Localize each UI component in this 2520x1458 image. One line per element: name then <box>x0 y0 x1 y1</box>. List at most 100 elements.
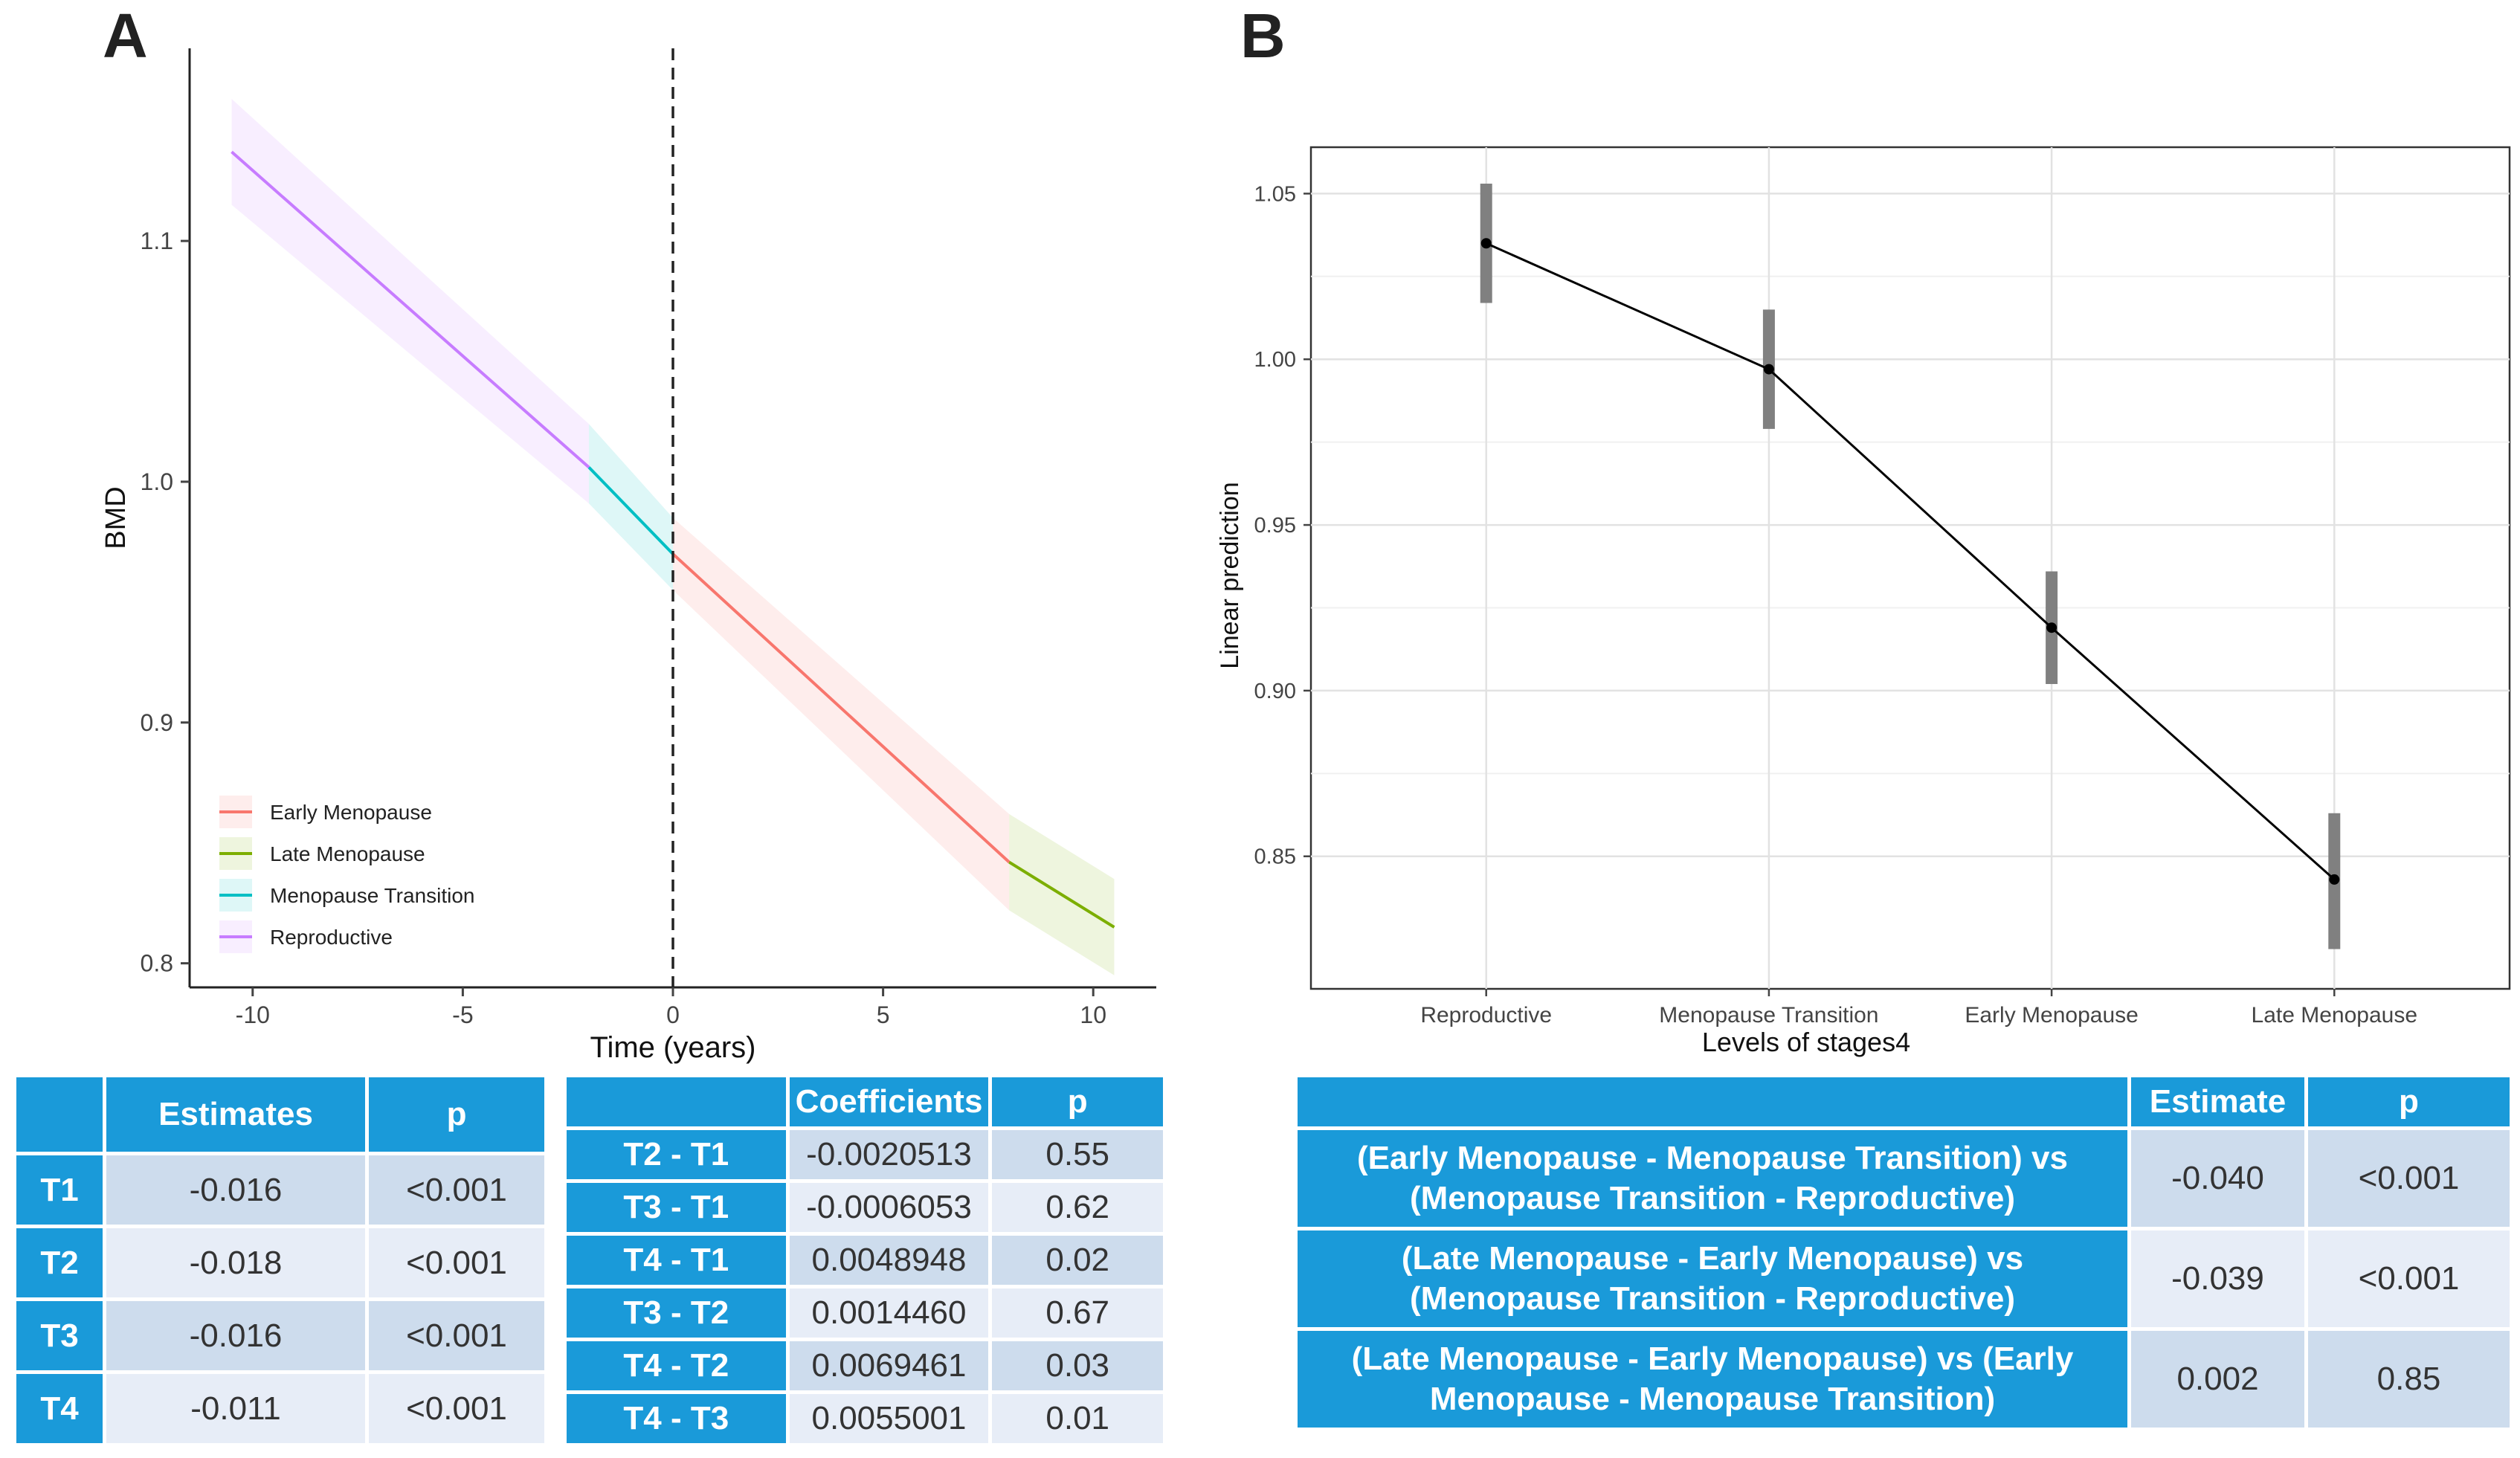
data-point <box>1480 238 1492 249</box>
row-label: T3 <box>16 1301 103 1370</box>
table-row: (Late Menopause - Early Menopause) vs (E… <box>1298 1331 2510 1428</box>
panel-b-letter: B <box>1240 1 1286 71</box>
row-label: T2 - T1 <box>567 1130 786 1179</box>
p-value-cell: 0.85 <box>2308 1331 2510 1428</box>
panel-a-letter: A <box>103 1 148 71</box>
series-line <box>1008 860 1115 929</box>
table-row: T3 - T1 -0.0006053 0.62 <box>567 1183 1163 1232</box>
x-tick-label: Menopause Transition <box>1659 1003 1878 1028</box>
x-axis-label: Levels of stages4 <box>1702 1027 1910 1057</box>
estimate-cell: -0.016 <box>106 1155 366 1225</box>
row-label: T2 <box>16 1228 103 1297</box>
p-value-cell: <0.001 <box>2308 1230 2510 1327</box>
contrast-label: (Late Menopause - Early Menopause) vs (E… <box>1298 1331 2127 1428</box>
table-header: p <box>2308 1077 2510 1126</box>
ci-ribbon <box>673 517 1010 911</box>
coefficient-cell: 0.0014460 <box>789 1288 989 1338</box>
table-header <box>16 1077 103 1152</box>
estimate-cell: 0.002 <box>2131 1331 2304 1428</box>
x-tick-label: 0 <box>666 1001 680 1028</box>
series-line <box>671 552 1011 864</box>
coefficients-table: Coefficients p T2 - T1 -0.0020513 0.55 T3 -… <box>563 1074 1167 1447</box>
p-value-cell: <0.001 <box>369 1301 544 1370</box>
legend-label: Early Menopause <box>270 801 432 824</box>
y-tick-label: 0.85 <box>1254 845 1296 869</box>
p-value-cell: 0.01 <box>992 1394 1163 1443</box>
row-label: T1 <box>16 1155 103 1225</box>
table-row: T1 -0.016 <0.001 <box>16 1155 544 1225</box>
estimate-cell: -0.018 <box>106 1228 366 1297</box>
p-value-cell: <0.001 <box>369 1374 544 1443</box>
legend-label: Reproductive <box>270 926 393 949</box>
contrast-label: (Early Menopause - Menopause Transition)… <box>1298 1130 2127 1227</box>
legend-label: Menopause Transition <box>270 884 475 907</box>
series-line <box>587 466 674 555</box>
y-axis-label: BMD <box>100 486 132 549</box>
data-point <box>1763 364 1774 375</box>
table-row: T3 -0.016 <0.001 <box>16 1301 544 1370</box>
table-row: T4 - T3 0.0055001 0.01 <box>567 1394 1163 1443</box>
x-tick-label: 10 <box>1080 1001 1106 1028</box>
x-tick-label: -10 <box>236 1001 270 1028</box>
y-tick-label: 0.95 <box>1254 514 1296 538</box>
y-axis-label: Linear prediction <box>1216 482 1244 668</box>
ci-ribbon <box>231 99 589 504</box>
table-header <box>567 1077 786 1126</box>
p-value-cell: <0.001 <box>369 1228 544 1297</box>
x-tick-label: -5 <box>452 1001 473 1028</box>
estimate-cell: -0.016 <box>106 1301 366 1370</box>
table-row: T4 - T2 0.0069461 0.03 <box>567 1341 1163 1390</box>
contrasts-table: Estimate p (Early Menopause - Menopause … <box>1294 1074 2513 1431</box>
x-tick-label: 5 <box>877 1001 890 1028</box>
coefficient-cell: 0.0048948 <box>789 1236 989 1285</box>
table-header: Estimates <box>106 1077 366 1152</box>
ci-ribbon <box>588 424 673 590</box>
x-tick-label: Reproductive <box>1420 1003 1552 1028</box>
table-header <box>1298 1077 2127 1126</box>
row-label: T4 - T3 <box>567 1394 786 1443</box>
table-row: T2 -0.018 <0.001 <box>16 1228 544 1297</box>
y-tick-label: 0.8 <box>141 950 173 977</box>
table-row: T2 - T1 -0.0020513 0.55 <box>567 1130 1163 1179</box>
p-value-cell: 0.67 <box>992 1288 1163 1338</box>
y-tick-label: 0.90 <box>1254 680 1296 703</box>
table-row: T3 - T2 0.0014460 0.67 <box>567 1288 1163 1338</box>
table-row: T4 -0.011 <0.001 <box>16 1374 544 1443</box>
y-tick-label: 1.00 <box>1254 348 1296 372</box>
estimate-cell: -0.011 <box>106 1374 366 1443</box>
contrast-label: (Late Menopause - Early Menopause) vs (M… <box>1298 1230 2127 1327</box>
data-point <box>2329 874 2340 885</box>
table-header: p <box>992 1077 1163 1126</box>
series-line <box>231 150 590 468</box>
y-tick-label: 1.1 <box>141 228 173 254</box>
p-value-cell: <0.001 <box>369 1155 544 1225</box>
row-label: T4 - T2 <box>567 1341 786 1390</box>
y-tick-label: 0.9 <box>141 709 173 736</box>
row-label: T3 - T2 <box>567 1288 786 1338</box>
row-label: T4 - T1 <box>567 1236 786 1285</box>
p-value-cell: 0.62 <box>992 1183 1163 1232</box>
coefficient-cell: 0.0069461 <box>789 1341 989 1390</box>
data-point <box>2046 622 2057 633</box>
y-tick-label: 1.0 <box>141 468 173 495</box>
row-label: T3 - T1 <box>567 1183 786 1232</box>
p-value-cell: <0.001 <box>2308 1130 2510 1227</box>
table-header: p <box>369 1077 544 1152</box>
series-line <box>1486 242 2336 881</box>
plot-panel <box>1309 146 2511 990</box>
p-value-cell: 0.55 <box>992 1130 1163 1179</box>
coefficient-cell: -0.0020513 <box>789 1130 989 1179</box>
table-header: Estimate <box>2131 1077 2304 1126</box>
row-label: T4 <box>16 1374 103 1443</box>
table-row: T4 - T1 0.0048948 0.02 <box>567 1236 1163 1285</box>
coefficient-cell: -0.0006053 <box>789 1183 989 1232</box>
legend-label: Late Menopause <box>270 842 425 865</box>
estimate-cell: -0.040 <box>2131 1130 2304 1227</box>
estimate-cell: -0.039 <box>2131 1230 2304 1327</box>
coefficient-cell: 0.0055001 <box>789 1394 989 1443</box>
table-header: Coefficients <box>789 1077 989 1126</box>
x-tick-label: Late Menopause <box>2252 1003 2418 1028</box>
y-tick-label: 1.05 <box>1254 182 1296 206</box>
